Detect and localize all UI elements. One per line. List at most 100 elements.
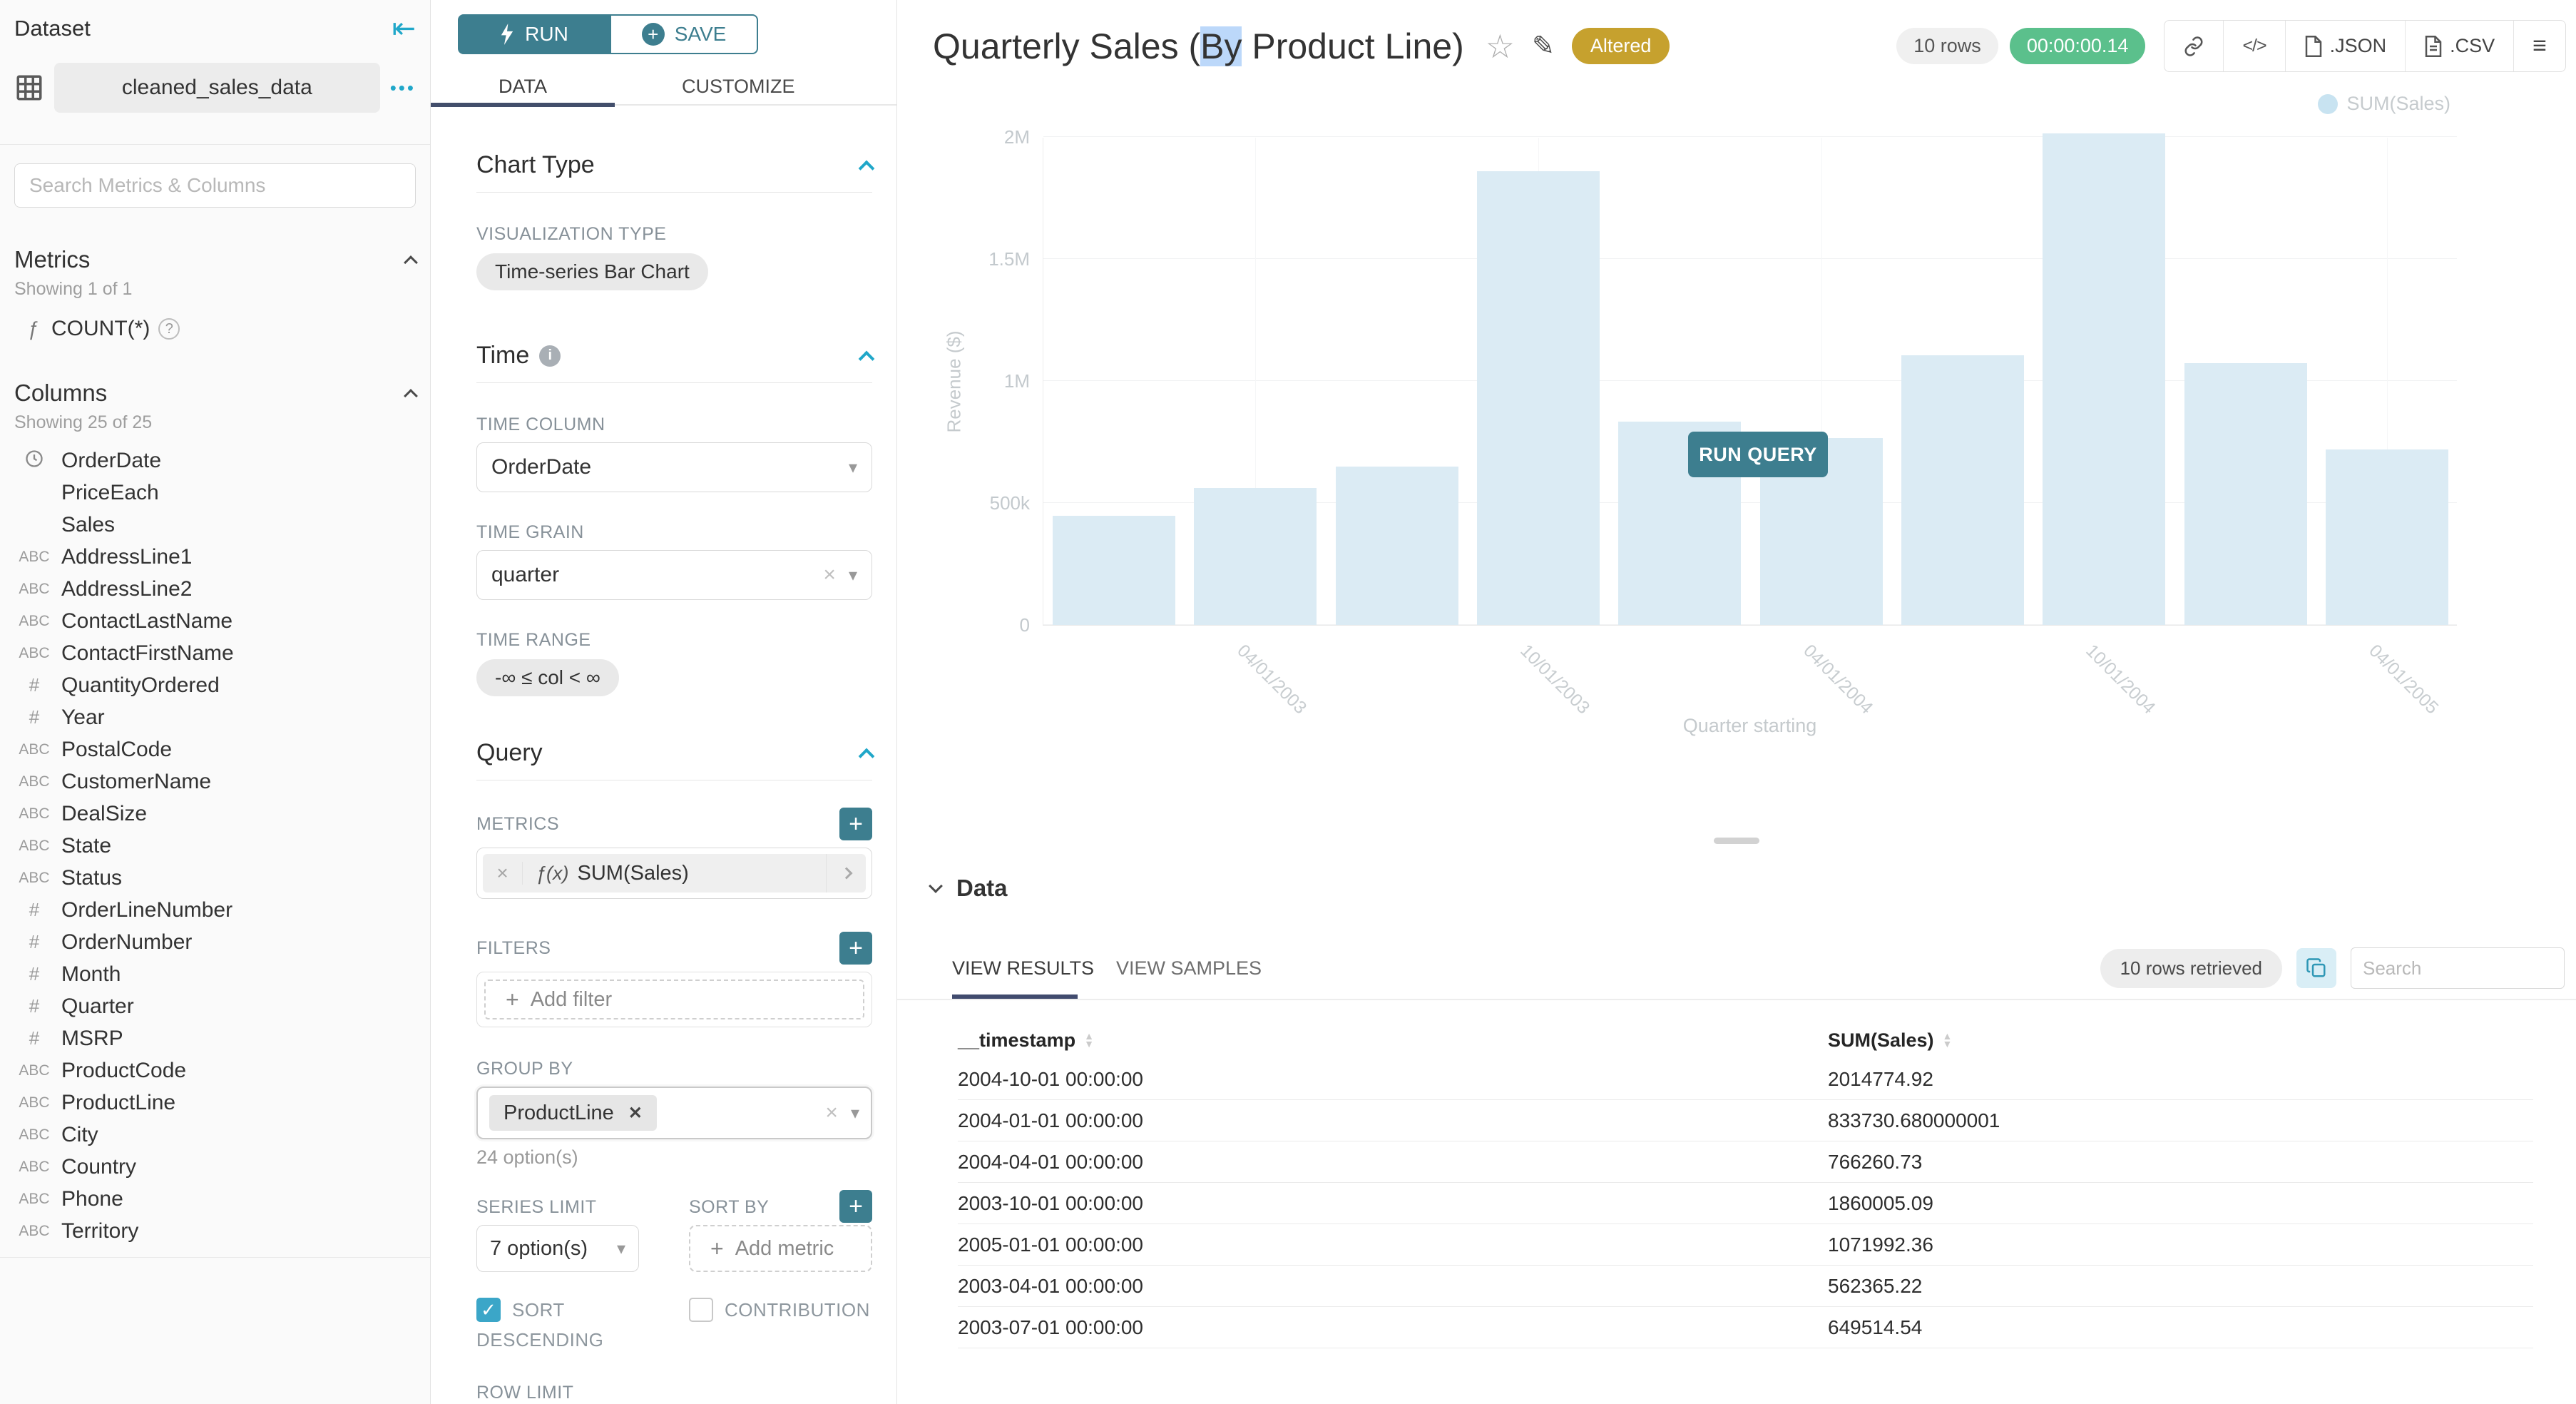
- collapse-sidebar-icon[interactable]: ⇤: [392, 13, 416, 44]
- bar-2003-04-01[interactable]: [1194, 487, 1317, 625]
- column-item[interactable]: ABC Status: [14, 862, 416, 894]
- clear-icon[interactable]: ×: [825, 1101, 838, 1124]
- row-count-pill: 10 rows: [1896, 28, 1998, 64]
- save-button[interactable]: + SAVE: [610, 14, 758, 54]
- contribution-checkbox[interactable]: [689, 1298, 713, 1322]
- series-limit-select[interactable]: 7 option(s) ▾: [476, 1225, 639, 1272]
- remove-chip-icon[interactable]: ✕: [628, 1103, 643, 1123]
- column-item[interactable]: ABC CustomerName: [14, 765, 416, 798]
- chevron-up-icon[interactable]: [858, 160, 875, 176]
- results-search-input[interactable]: [2351, 947, 2565, 989]
- value-cell: 562365.22: [1828, 1274, 1923, 1297]
- column-item[interactable]: ABC AddressLine1: [14, 541, 416, 573]
- tab-data[interactable]: DATA: [499, 76, 548, 97]
- chart-legend[interactable]: SUM(Sales): [2318, 93, 2450, 115]
- time-range-value[interactable]: -∞ ≤ col < ∞: [476, 659, 619, 696]
- x-tick-label: 04/01/2005: [2365, 641, 2443, 718]
- column-item[interactable]: # OrderLineNumber: [14, 894, 416, 926]
- tab-view-samples[interactable]: VIEW SAMPLES: [1116, 957, 1262, 979]
- bar-2005-01-01[interactable]: [2184, 363, 2307, 625]
- column-item[interactable]: PriceEach: [14, 477, 416, 509]
- column-item[interactable]: # OrderNumber: [14, 926, 416, 958]
- table-row[interactable]: 2003-10-01 00:00:00 1860005.09: [958, 1183, 2533, 1224]
- column-item[interactable]: ABC Country: [14, 1151, 416, 1183]
- add-filter-button[interactable]: +: [839, 932, 872, 965]
- table-row[interactable]: 2004-01-01 00:00:00 833730.680000001: [958, 1100, 2533, 1141]
- tab-view-results[interactable]: VIEW RESULTS: [952, 957, 1095, 979]
- bar-2003-01-01[interactable]: [1053, 516, 1176, 625]
- panel-resize-handle[interactable]: [1714, 838, 1759, 844]
- column-item[interactable]: # Month: [14, 958, 416, 990]
- sort-icon[interactable]: ▲ ▼: [1942, 1030, 1953, 1049]
- column-item[interactable]: Sales: [14, 509, 416, 541]
- column-item[interactable]: # MSRP: [14, 1022, 416, 1054]
- column-item[interactable]: ABC DealSize: [14, 798, 416, 830]
- add-sort-metric-button[interactable]: +: [839, 1190, 872, 1223]
- chart-title[interactable]: Quarterly Sales (By Product Line): [933, 26, 1464, 66]
- column-item[interactable]: # Quarter: [14, 990, 416, 1022]
- table-row[interactable]: 2003-07-01 00:00:00 649514.54: [958, 1307, 2533, 1348]
- column-header[interactable]: __timestamp ▲ ▼: [958, 1029, 1094, 1051]
- chevron-up-icon[interactable]: [858, 350, 875, 367]
- chevron-right-icon[interactable]: [840, 867, 852, 880]
- dataset-name[interactable]: cleaned_sales_data: [54, 63, 380, 113]
- column-label: CustomerName: [61, 769, 212, 793]
- column-label: Quarter: [61, 994, 134, 1018]
- column-item[interactable]: ABC ContactLastName: [14, 605, 416, 637]
- metric-item[interactable]: ƒ COUNT(*) ?: [14, 317, 416, 341]
- table-row[interactable]: 2004-04-01 00:00:00 766260.73: [958, 1141, 2533, 1183]
- add-filter-dropzone[interactable]: + Add filter: [484, 980, 864, 1019]
- metric-chip[interactable]: × ƒ(x) SUM(Sales): [483, 854, 866, 892]
- favorite-star-icon[interactable]: ☆: [1485, 27, 1516, 65]
- column-header[interactable]: SUM(Sales) ▲ ▼: [1828, 1029, 1953, 1051]
- bar-2004-07-01[interactable]: [1901, 355, 2024, 625]
- add-sort-metric-dropzone[interactable]: + Add metric: [689, 1225, 872, 1272]
- time-column-select[interactable]: OrderDate ▾: [476, 442, 872, 492]
- chevron-up-icon[interactable]: [858, 748, 875, 764]
- column-item[interactable]: ABC ContactFirstName: [14, 637, 416, 669]
- view-query-button[interactable]: </>: [2223, 21, 2284, 71]
- table-row[interactable]: 2004-10-01 00:00:00 2014774.92: [958, 1059, 2533, 1100]
- visualization-type-value[interactable]: Time-series Bar Chart: [476, 253, 708, 290]
- sort-descending-checkbox[interactable]: ✓: [476, 1298, 501, 1322]
- column-item[interactable]: ABC Phone: [14, 1183, 416, 1215]
- column-item[interactable]: ABC AddressLine2: [14, 573, 416, 605]
- chevron-up-icon[interactable]: [404, 255, 418, 270]
- chevron-down-icon[interactable]: [929, 879, 943, 893]
- chart-menu-button[interactable]: ≡: [2513, 21, 2565, 71]
- column-item[interactable]: # Year: [14, 701, 416, 733]
- export-json-button[interactable]: .JSON: [2284, 21, 2406, 71]
- group-by-chip[interactable]: ProductLine ✕: [489, 1095, 657, 1131]
- column-item[interactable]: ABC ProductCode: [14, 1054, 416, 1087]
- sort-icon[interactable]: ▲ ▼: [1084, 1030, 1094, 1049]
- metrics-columns-search-input[interactable]: [14, 163, 416, 208]
- export-csv-button[interactable]: .CSV: [2405, 21, 2513, 71]
- column-item[interactable]: ABC Territory: [14, 1215, 416, 1247]
- dataset-more-icon[interactable]: •••: [389, 76, 416, 98]
- bar-2003-10-01[interactable]: [1477, 171, 1600, 625]
- chevron-up-icon[interactable]: [404, 389, 418, 403]
- clear-icon[interactable]: ×: [823, 563, 836, 586]
- column-item[interactable]: ABC State: [14, 830, 416, 862]
- copy-data-button[interactable]: [2296, 948, 2336, 988]
- run-button[interactable]: RUN: [458, 14, 610, 54]
- bar-2005-04-01[interactable]: [2325, 449, 2448, 625]
- bar-2004-10-01[interactable]: [2043, 133, 2166, 625]
- bar-2003-07-01[interactable]: [1335, 466, 1458, 625]
- share-link-button[interactable]: [2164, 21, 2223, 71]
- column-item[interactable]: ABC ProductLine: [14, 1087, 416, 1119]
- tab-customize[interactable]: CUSTOMIZE: [682, 76, 795, 97]
- table-row[interactable]: 2005-01-01 00:00:00 1071992.36: [958, 1224, 2533, 1266]
- edit-properties-icon[interactable]: ✎: [1532, 31, 1555, 61]
- column-item[interactable]: ABC City: [14, 1119, 416, 1151]
- add-metric-button[interactable]: +: [839, 808, 872, 840]
- group-by-select[interactable]: ProductLine ✕ × ▾: [476, 1087, 872, 1139]
- time-grain-select[interactable]: quarter × ▾: [476, 550, 872, 600]
- column-item[interactable]: # QuantityOrdered: [14, 669, 416, 701]
- abc-type-icon: ABC: [19, 837, 50, 854]
- remove-metric-icon[interactable]: ×: [483, 862, 523, 885]
- column-item[interactable]: ABC PostalCode: [14, 733, 416, 765]
- table-row[interactable]: 2003-04-01 00:00:00 562365.22: [958, 1266, 2533, 1307]
- run-query-button[interactable]: RUN QUERY: [1688, 432, 1828, 477]
- column-item[interactable]: OrderDate: [14, 444, 416, 477]
